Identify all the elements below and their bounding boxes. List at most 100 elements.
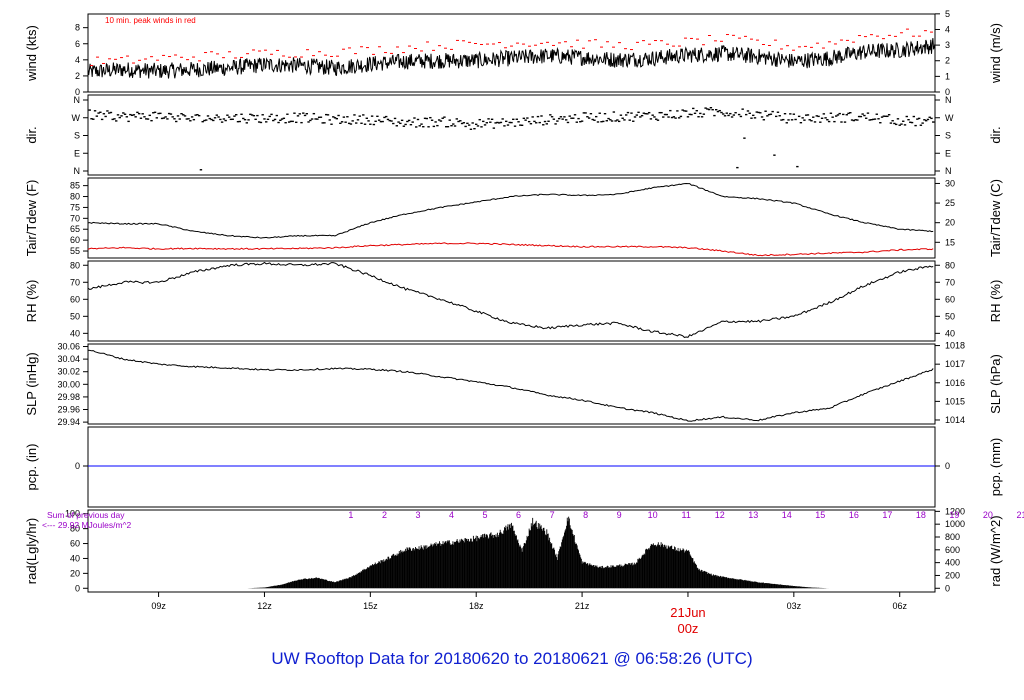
y-tick-label-right: 1200 <box>945 506 965 516</box>
y-axis-label: rad(Lgly/hr) <box>24 518 39 584</box>
y-tick-label-right: 1018 <box>945 341 965 351</box>
y-tick-label-right: 25 <box>945 198 955 208</box>
y-tick-label: 80 <box>70 192 80 202</box>
y-tick-label: 55 <box>70 246 80 256</box>
y-tick-label: 70 <box>70 213 80 223</box>
x-tick-label: 06z <box>892 601 907 611</box>
y-tick-label-right: 2 <box>945 56 950 66</box>
y-tick-label-right: 0 <box>945 583 950 593</box>
y-tick-label-right: 0 <box>945 87 950 97</box>
y-tick-label: N <box>74 166 81 176</box>
y-tick-label-right: 400 <box>945 558 960 568</box>
y-axis-label-right: wind (m/s) <box>988 23 1003 84</box>
y-tick-label: 60 <box>70 539 80 549</box>
y-axis-label-right: pcp. (mm) <box>988 438 1003 497</box>
y-axis-label-right: rad (W/m^2) <box>988 515 1003 586</box>
y-tick-label: 29.96 <box>57 405 80 415</box>
y-tick-label: 30.00 <box>57 379 80 389</box>
y-tick-label-right: 1017 <box>945 359 965 369</box>
hour-label: 10 <box>648 510 658 520</box>
y-tick-label: 65 <box>70 224 80 234</box>
y-tick-label-right: 20 <box>945 218 955 228</box>
y-tick-label: 6 <box>75 39 80 49</box>
hour-label: 1 <box>348 510 353 520</box>
date-marker-sublabel: 00z <box>677 621 698 636</box>
hour-label: 17 <box>882 510 892 520</box>
y-tick-label: 4 <box>75 55 80 65</box>
panel-frame-relative_humidity <box>87 260 936 342</box>
y-tick-label-right: 15 <box>945 237 955 247</box>
y-tick-label: 80 <box>70 524 80 534</box>
air-temperature-line <box>87 182 934 239</box>
y-tick-label: 29.98 <box>57 392 80 402</box>
hour-label: 4 <box>449 510 454 520</box>
hour-label: 18 <box>916 510 926 520</box>
y-tick-label: 60 <box>70 294 80 304</box>
y-tick-label: 50 <box>70 311 80 321</box>
y-tick-label: E <box>74 148 80 158</box>
y-axis-label-right: SLP (hPa) <box>988 354 1003 414</box>
wind-speed-line <box>87 38 936 79</box>
y-tick-label-right: 1016 <box>945 378 965 388</box>
y-tick-label-right: 1000 <box>945 519 965 529</box>
y-tick-label: 70 <box>70 277 80 287</box>
y-tick-label: 20 <box>70 568 80 578</box>
y-tick-label-right: 1015 <box>945 396 965 406</box>
y-tick-label-right: 600 <box>945 545 960 555</box>
chart-title: UW Rooftop Data for 20180620 to 20180621… <box>271 649 753 668</box>
hour-label: 12 <box>715 510 725 520</box>
panel-frame-wind <box>87 13 936 93</box>
x-tick-label: 18z <box>469 601 484 611</box>
y-tick-label-right: W <box>945 113 954 123</box>
rh-line <box>87 261 934 338</box>
hour-label: 11 <box>682 510 691 520</box>
hour-label: 5 <box>483 510 488 520</box>
hour-label: 15 <box>815 510 825 520</box>
x-tick-label: 21z <box>575 601 590 611</box>
date-marker-label: 21Jun <box>670 605 705 620</box>
y-axis-label-right: dir. <box>988 126 1003 143</box>
y-tick-label: 29.94 <box>57 417 80 427</box>
y-tick-label-right: 1 <box>945 71 950 81</box>
hour-label: 14 <box>782 510 792 520</box>
y-tick-label: 80 <box>70 260 80 270</box>
y-tick-label: 0 <box>75 87 80 97</box>
y-tick-label-right: 60 <box>945 294 955 304</box>
panel-frame-sea_level_pressure <box>87 343 936 425</box>
y-tick-label-right: E <box>945 148 951 158</box>
rad-sum-label: Sum of previous day <box>47 510 125 520</box>
y-tick-label: 0 <box>75 583 80 593</box>
y-tick-label: 30.02 <box>57 367 80 377</box>
y-tick-label: 30.04 <box>57 354 80 364</box>
hour-label: 9 <box>617 510 622 520</box>
hour-label: 3 <box>415 510 420 520</box>
y-tick-label: 60 <box>70 235 80 245</box>
y-axis-label: SLP (inHg) <box>24 352 39 415</box>
y-tick-label: 40 <box>70 553 80 563</box>
y-tick-label-right: 4 <box>945 24 950 34</box>
y-tick-label: 30.06 <box>57 342 80 352</box>
panel-frame-temperature <box>87 177 936 259</box>
pressure-line <box>87 349 934 422</box>
y-tick-label: 8 <box>75 23 80 33</box>
hour-label: 19 <box>949 510 959 520</box>
y-tick-label-right: 0 <box>945 461 950 471</box>
y-tick-label: 0 <box>75 461 80 471</box>
y-tick-label-right: N <box>945 95 952 105</box>
y-tick-label: 75 <box>70 202 80 212</box>
y-axis-label: pcp. (in) <box>24 444 39 491</box>
y-axis-label: wind (kts) <box>24 25 39 82</box>
y-tick-label: 2 <box>75 71 80 81</box>
hour-label: 7 <box>550 510 555 520</box>
hour-label: 21 <box>1016 510 1024 520</box>
y-axis-label-right: Tair/Tdew (C) <box>988 179 1003 257</box>
y-tick-label-right: 70 <box>945 277 955 287</box>
y-tick-label-right: N <box>945 166 952 176</box>
y-tick-label-right: 5 <box>945 9 950 19</box>
y-tick-label: 85 <box>70 181 80 191</box>
panel-frame-radiation <box>87 509 936 593</box>
y-tick-label: S <box>74 131 80 141</box>
hour-label: 13 <box>748 510 758 520</box>
y-tick-label: 40 <box>70 328 80 338</box>
